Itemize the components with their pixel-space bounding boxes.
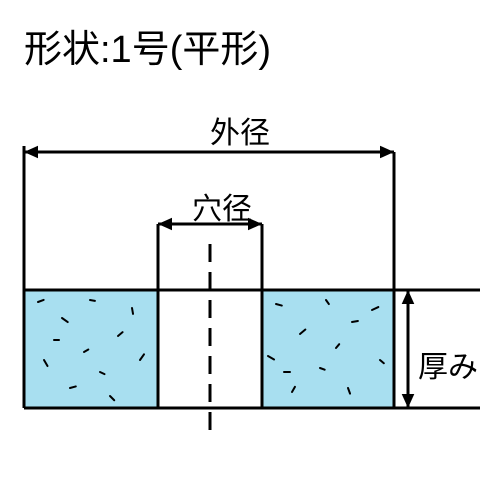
diagram-svg	[0, 0, 500, 500]
diagram-stage: 形状:1号(平形) 外径 穴径 厚み	[0, 0, 500, 500]
